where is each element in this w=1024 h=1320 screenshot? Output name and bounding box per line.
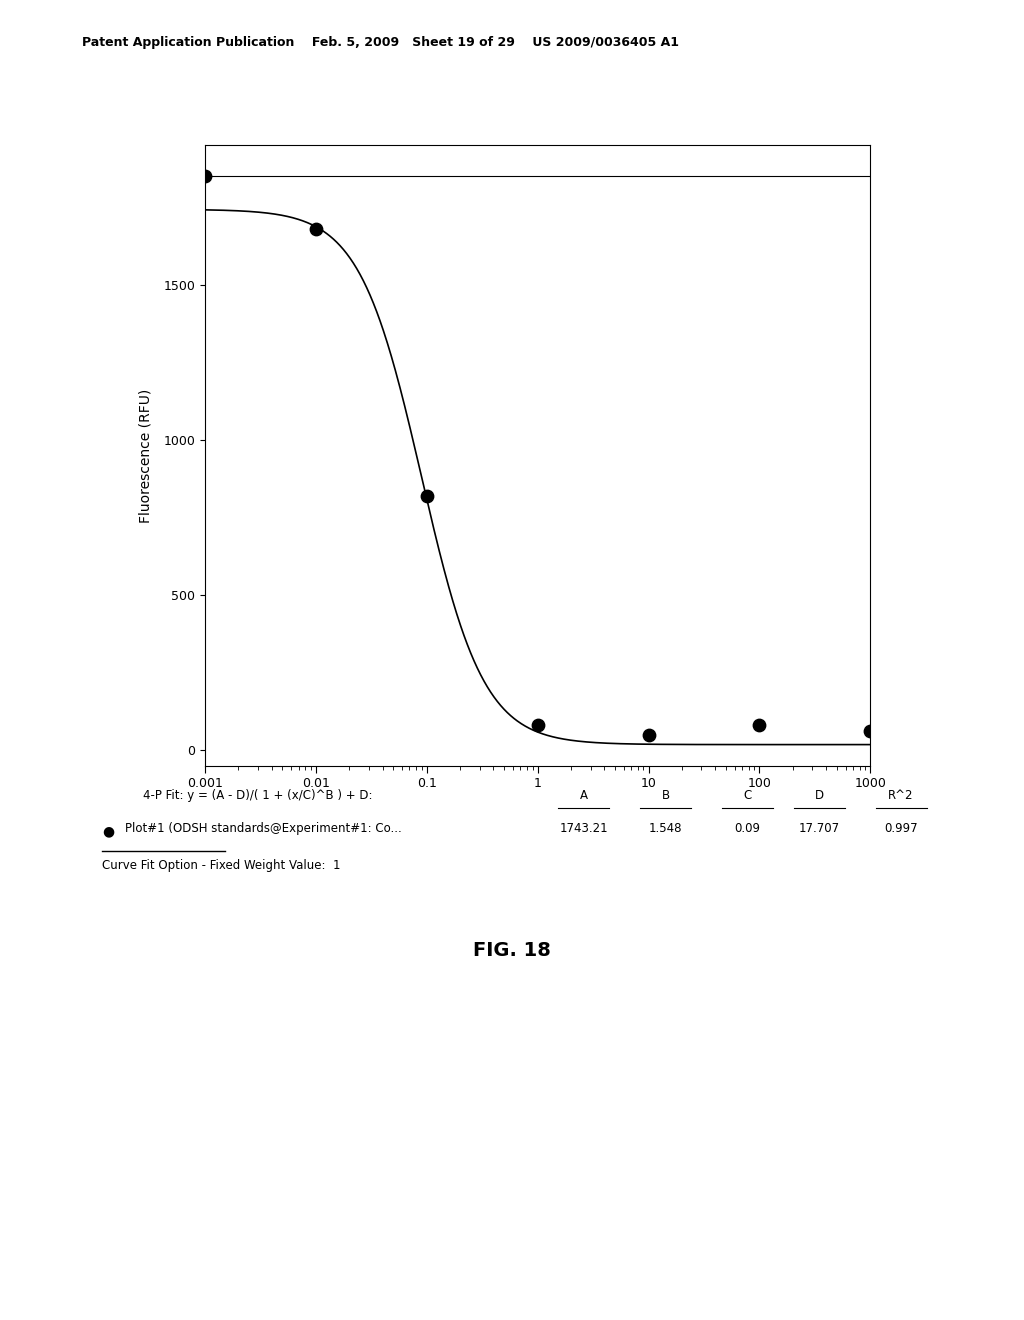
Text: 1743.21: 1743.21 (559, 821, 608, 834)
Text: 17.707: 17.707 (799, 821, 840, 834)
Text: C: C (743, 788, 752, 801)
Text: FIG. 18: FIG. 18 (473, 941, 551, 960)
Text: R^2: R^2 (889, 788, 913, 801)
Text: D: D (815, 788, 823, 801)
Point (862, 721, 879, 742)
Text: B: B (662, 788, 670, 801)
Point (197, 166, 213, 187)
Text: 0.09: 0.09 (734, 821, 761, 834)
Text: 0.997: 0.997 (885, 821, 918, 834)
Point (307, 218, 324, 239)
Text: 1.548: 1.548 (649, 821, 682, 834)
Text: Plot#1 (ODSH standards@Experiment#1: Co...: Plot#1 (ODSH standards@Experiment#1: Co.… (125, 821, 401, 834)
Point (752, 714, 768, 735)
Text: Curve Fit Option - Fixed Weight Value:  1: Curve Fit Option - Fixed Weight Value: 1 (102, 858, 341, 871)
Point (419, 486, 435, 507)
Y-axis label: Fluorescence (RFU): Fluorescence (RFU) (138, 388, 153, 523)
Text: Patent Application Publication    Feb. 5, 2009   Sheet 19 of 29    US 2009/00364: Patent Application Publication Feb. 5, 2… (82, 36, 679, 49)
Point (640, 723, 656, 744)
Text: ●: ● (102, 825, 115, 838)
Text: A: A (580, 788, 588, 801)
Text: 4-P Fit: y = (A - D)/( 1 + (x/C)^B ) + D:: 4-P Fit: y = (A - D)/( 1 + (x/C)^B ) + D… (143, 788, 373, 801)
Point (529, 714, 546, 735)
